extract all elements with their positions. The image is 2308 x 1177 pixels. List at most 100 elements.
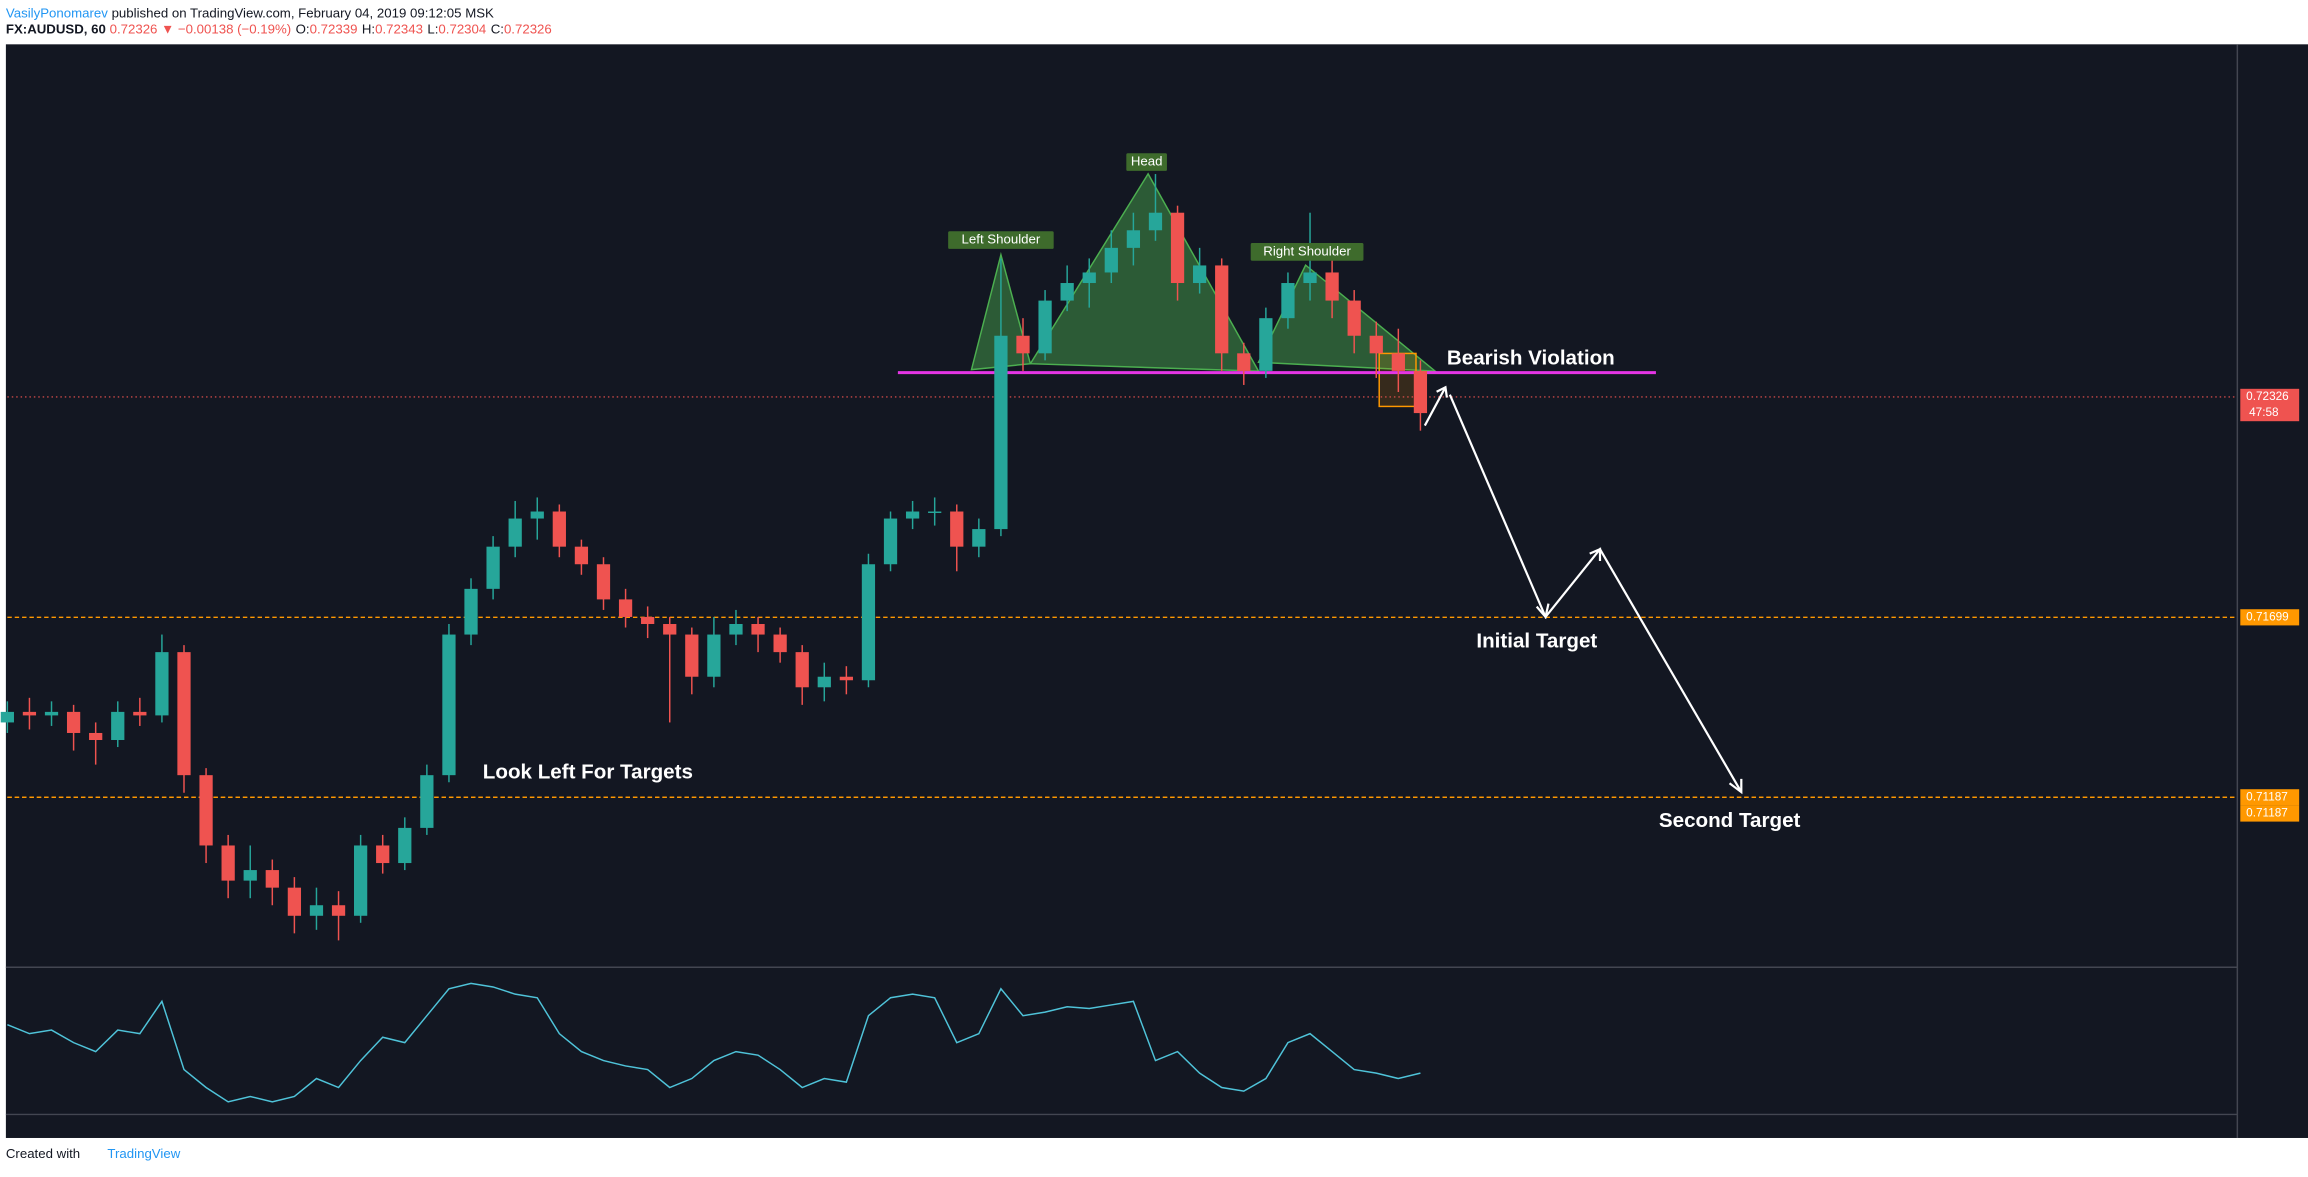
level-tag-label: 0.71187	[2246, 807, 2288, 820]
pattern-label-box	[948, 231, 1054, 249]
candle-body	[398, 827, 412, 864]
pattern-label-box	[1250, 243, 1364, 261]
candle-body	[1060, 283, 1074, 301]
level-tag-label: 0.71699	[2246, 610, 2289, 623]
rsi-line	[7, 982, 1421, 1103]
annotation: Look Left For Targets	[483, 760, 693, 783]
candle-body	[950, 511, 964, 547]
candle-body	[1126, 230, 1141, 248]
candle-body	[221, 845, 235, 881]
footer: Created with TradingView	[6, 1146, 181, 1161]
candle-body	[994, 335, 1008, 530]
candle-body	[839, 676, 853, 681]
pattern-label: Left Shoulder	[962, 232, 1041, 247]
last-price-label: 0.72326	[2246, 390, 2289, 403]
candle-body	[89, 732, 103, 741]
ohlc-value: 0.72304	[438, 21, 486, 36]
candle-body	[22, 711, 37, 716]
candle-body	[729, 624, 743, 635]
candle-body	[420, 775, 434, 828]
arrows	[1423, 385, 1743, 795]
candle-body	[486, 546, 500, 589]
ohlc-label: O:	[296, 21, 310, 36]
candle-body	[1082, 272, 1096, 284]
candle-body	[1347, 300, 1361, 336]
pattern-label: Head	[1131, 154, 1163, 169]
candle-body	[574, 546, 589, 565]
candle-body	[1148, 212, 1163, 231]
candle-body	[1038, 300, 1052, 354]
arrow	[1423, 386, 1447, 427]
candle-body	[243, 870, 257, 881]
candle-body	[1170, 212, 1185, 284]
candle-body	[44, 711, 59, 716]
annotation: Initial Target	[1476, 629, 1597, 652]
ohlc-value: 0.72343	[375, 21, 423, 36]
candle-body	[1281, 283, 1295, 319]
last-price-tag	[2240, 388, 2300, 422]
candle-body	[618, 599, 633, 617]
candle-body	[1237, 353, 1251, 371]
candle-body	[199, 775, 213, 846]
candle-body	[1369, 335, 1383, 354]
ohlc-value: 0.72326	[504, 21, 552, 36]
candle-body	[663, 624, 677, 635]
header-line1: VasilyPonomarev published on TradingView…	[6, 5, 494, 20]
candle-body	[883, 518, 898, 565]
candle-body	[1413, 370, 1428, 414]
candle-body	[773, 634, 787, 653]
candle-body	[1193, 265, 1207, 284]
candle-body	[508, 518, 522, 547]
annotation: Bearish Violation	[1447, 347, 1615, 370]
candle-body	[111, 711, 125, 741]
pattern-label: Right Shoulder	[1263, 243, 1351, 258]
arrow-head	[1436, 385, 1449, 398]
candle-body	[641, 616, 655, 625]
candle-body	[354, 845, 368, 916]
level-tag	[2240, 609, 2300, 626]
header-line2: FX:AUDUSD, 60 0.72326 ▼ −0.00138 (−0.19%…	[6, 21, 552, 36]
level-tag	[2240, 805, 2300, 822]
level-tag	[2240, 789, 2300, 806]
candle-body	[751, 624, 765, 635]
arrow	[1448, 394, 1743, 793]
candle-body	[795, 652, 809, 688]
candle-body	[1016, 335, 1030, 354]
candle-body	[442, 634, 456, 776]
candle-body	[1215, 265, 1229, 354]
ohlc-label: L:	[427, 21, 438, 36]
arrow-head	[1589, 547, 1602, 561]
candle-body	[1104, 247, 1118, 273]
countdown-label: 47:58	[2249, 406, 2279, 419]
candle-body	[972, 529, 986, 547]
candle-body	[1303, 272, 1317, 284]
ohlc-value: 0.72339	[310, 21, 358, 36]
ohlc-label: H:	[362, 21, 375, 36]
candle-body	[155, 652, 169, 716]
candle-body	[265, 870, 279, 888]
candle-body	[552, 511, 566, 547]
candle-body	[707, 634, 721, 677]
candle-body	[596, 564, 611, 600]
candle-body	[685, 634, 699, 677]
candle-body	[287, 887, 302, 916]
arrow-head	[1728, 778, 1743, 795]
candle-body	[817, 676, 831, 688]
level-tag-label: 0.71187	[2246, 790, 2288, 803]
pattern-label-box	[1126, 153, 1167, 171]
candle-body	[1325, 272, 1339, 301]
arrow-head	[1535, 603, 1550, 620]
candle-body	[133, 711, 147, 716]
candle-body	[464, 588, 478, 635]
candle-body	[0, 711, 14, 723]
candle-body	[177, 652, 191, 776]
annotation: Second Target	[1659, 809, 1801, 832]
candle-body	[861, 564, 876, 681]
candle-body	[66, 711, 81, 733]
candle-body	[376, 845, 390, 864]
ohlc-label: C:	[491, 21, 504, 36]
candle-body	[530, 511, 544, 519]
candle-body	[928, 511, 942, 513]
candle-body	[1391, 353, 1405, 371]
